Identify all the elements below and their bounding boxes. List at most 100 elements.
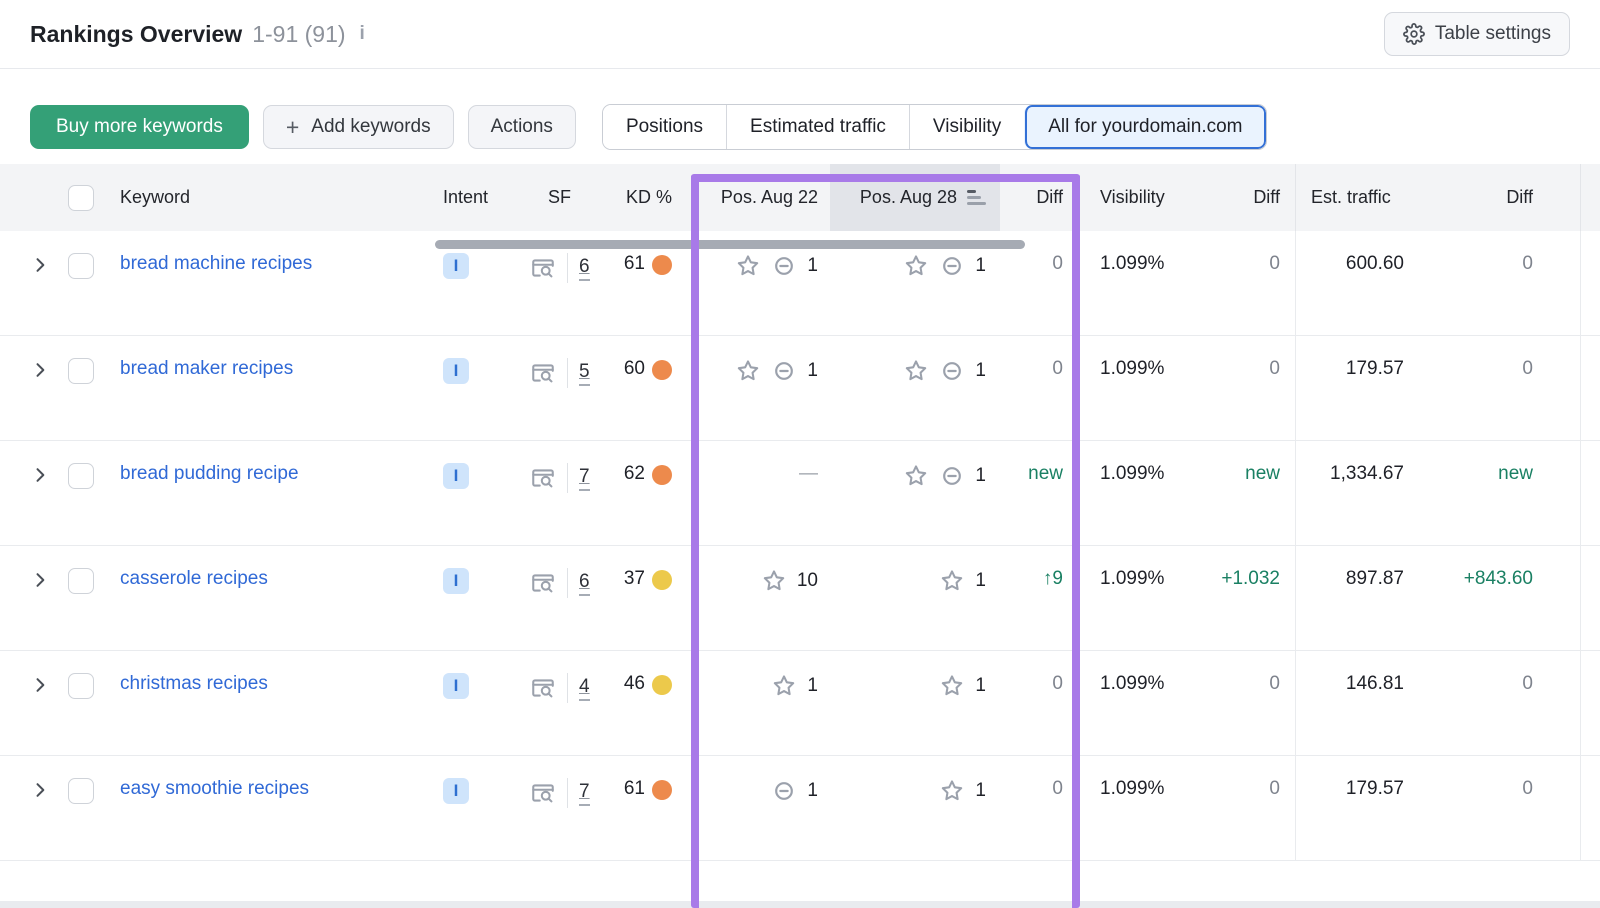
est-traffic-value: 179.57 [1345, 358, 1404, 379]
table-settings-label: Table settings [1434, 23, 1551, 44]
info-icon[interactable]: i [359, 23, 365, 44]
diff-value: 0 [1269, 673, 1280, 694]
keyword-link[interactable]: casserole recipes [120, 568, 268, 589]
horizontal-scrollbar-thumb[interactable] [435, 240, 1025, 249]
star-icon[interactable] [761, 568, 787, 594]
expand-row-button[interactable] [30, 546, 56, 650]
column-header-visibility[interactable]: Visibility [1100, 187, 1165, 207]
intent-badge[interactable]: I [443, 463, 469, 489]
diff-value: 0 [1522, 253, 1533, 274]
star-icon[interactable] [903, 358, 929, 384]
serp-features-count[interactable]: 5 [579, 361, 590, 386]
actions-button[interactable]: Actions [467, 105, 576, 149]
star-icon[interactable] [903, 463, 929, 489]
expand-row-button[interactable] [30, 756, 56, 860]
link-icon[interactable] [771, 778, 797, 804]
view-tab-all-for-yourdomain-com[interactable]: All for yourdomain.com [1024, 105, 1266, 149]
keyword-link[interactable]: bread maker recipes [120, 358, 294, 379]
intent-badge[interactable]: I [443, 568, 469, 594]
star-icon[interactable] [939, 778, 965, 804]
link-icon[interactable] [939, 253, 965, 279]
row-checkbox[interactable] [68, 778, 94, 804]
link-icon[interactable] [771, 253, 797, 279]
serp-features-icon[interactable] [530, 360, 556, 386]
expand-row-button[interactable] [30, 651, 56, 755]
buy-more-keywords-button[interactable]: Buy more keywords [30, 105, 249, 149]
column-header-intent[interactable]: Intent [443, 187, 489, 207]
column-header-diff-vis[interactable]: Diff [1253, 187, 1280, 207]
row-checkbox[interactable] [68, 673, 94, 699]
row-checkbox[interactable] [68, 463, 94, 489]
traffic-diff-cell: +843.60 [1420, 546, 1580, 650]
serp-features-count[interactable]: 7 [579, 781, 590, 806]
diff-value: ↑9 [1042, 568, 1063, 589]
toolbar: Buy more keywords + Add keywords Actions… [0, 69, 1600, 164]
column-header-sf[interactable]: SF [548, 187, 572, 207]
keyword-link[interactable]: bread machine recipes [120, 253, 313, 274]
link-icon[interactable] [939, 358, 965, 384]
expand-row-button[interactable] [30, 441, 56, 545]
diff-value: new [1028, 463, 1063, 484]
pos-aug28-cell: 1 [830, 756, 1000, 860]
kd-value: 61 [623, 778, 645, 799]
select-all-checkbox[interactable] [68, 184, 94, 211]
serp-features-count[interactable]: 7 [579, 466, 590, 491]
add-keywords-button[interactable]: + Add keywords [262, 105, 454, 149]
star-icon[interactable] [939, 673, 965, 699]
pos-diff-cell: 0 [1000, 651, 1080, 755]
no-position-dash: — [799, 463, 818, 484]
serp-features-icon[interactable] [530, 255, 556, 281]
serp-features-count[interactable]: 6 [579, 571, 590, 596]
serp-features-icon[interactable] [530, 465, 556, 491]
visibility-value: 1.099% [1100, 568, 1165, 589]
serp-features-icon[interactable] [530, 675, 556, 701]
link-icon[interactable] [939, 463, 965, 489]
intent-badge[interactable]: I [443, 358, 469, 384]
keyword-link[interactable]: bread pudding recipe [120, 463, 299, 484]
position-value: 1 [975, 570, 986, 591]
column-header-est-traffic[interactable]: Est. traffic [1295, 164, 1420, 231]
view-tab-positions[interactable]: Positions [602, 105, 727, 149]
column-header-kd[interactable]: KD % [625, 187, 672, 207]
column-header-diff-traffic[interactable]: Diff [1506, 187, 1533, 207]
row-checkbox[interactable] [68, 568, 94, 594]
column-header-pos-aug22[interactable]: Pos. Aug 22 [700, 164, 830, 231]
serp-features-icon[interactable] [530, 570, 556, 596]
star-icon[interactable] [735, 358, 761, 384]
row-checkbox[interactable] [68, 358, 94, 384]
position-value: 1 [807, 255, 818, 276]
pos-aug22-cell: 10 [700, 546, 830, 650]
intent-badge[interactable]: I [443, 673, 469, 699]
view-tab-visibility[interactable]: Visibility [908, 105, 1025, 149]
serp-features-icon[interactable] [530, 780, 556, 806]
title-bar: Rankings Overview 1-91 (91) i Table sett… [0, 0, 1600, 69]
star-icon[interactable] [771, 673, 797, 699]
link-icon[interactable] [771, 358, 797, 384]
star-icon[interactable] [903, 253, 929, 279]
intent-badge[interactable]: I [443, 253, 469, 279]
pos-aug22-cell: 1 [700, 336, 830, 440]
intent-badge[interactable]: I [443, 778, 469, 804]
table-settings-button[interactable]: Table settings [1383, 12, 1570, 56]
visibility-value: 1.099% [1100, 358, 1165, 379]
visibility-diff-cell: new [1190, 441, 1295, 545]
expand-row-button[interactable] [30, 336, 56, 440]
column-header-diff-pos[interactable]: Diff [1036, 187, 1063, 207]
chevron-right-icon [30, 570, 50, 590]
position-value: 1 [807, 780, 818, 801]
star-icon[interactable] [735, 253, 761, 279]
serp-features-count[interactable]: 4 [579, 676, 590, 701]
serp-features-count[interactable]: 6 [579, 256, 590, 281]
traffic-diff-cell: 0 [1420, 336, 1580, 440]
table-row: bread maker recipes I 5 60 1 1 0 1.099% 0 179.57 0 [0, 336, 1600, 441]
expand-row-button[interactable] [30, 231, 56, 335]
star-icon[interactable] [939, 568, 965, 594]
keyword-link[interactable]: easy smoothie recipes [120, 778, 310, 799]
column-header-pos-aug28[interactable]: Pos. Aug 28 [830, 164, 1000, 231]
column-header-keyword[interactable]: Keyword [120, 187, 191, 207]
diff-value: 0 [1522, 358, 1533, 379]
pos-aug22-cell: — [700, 441, 830, 545]
keyword-link[interactable]: christmas recipes [120, 673, 268, 694]
row-checkbox[interactable] [68, 253, 94, 279]
view-tab-estimated-traffic[interactable]: Estimated traffic [726, 105, 909, 149]
